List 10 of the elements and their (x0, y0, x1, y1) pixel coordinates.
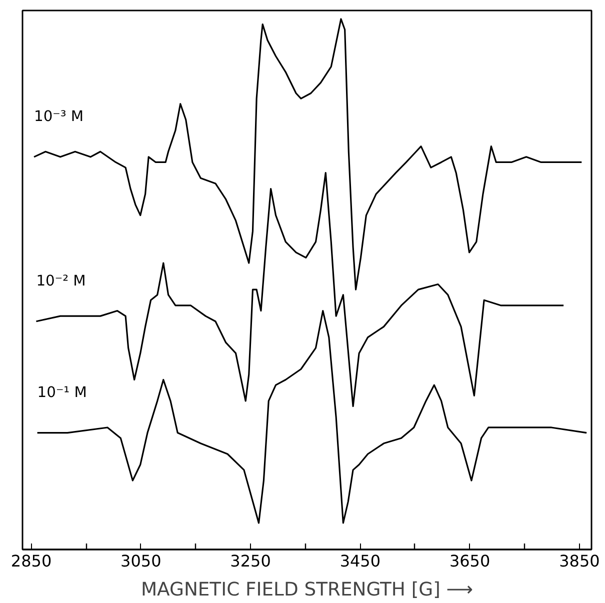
series-label: 10⁻² M (36, 272, 86, 290)
x-tick-label: 3850 (559, 552, 600, 570)
x-axis-title: MAGNETIC FIELD STRENGTH [G] ⟶ (140, 580, 474, 600)
series-label: 10⁻³ M (34, 108, 84, 126)
x-tick-label: 3450 (340, 552, 381, 570)
x-tick-label: 3050 (120, 552, 162, 570)
x-tick-label: 3250 (230, 552, 271, 570)
x-tick-label: 3650 (449, 552, 490, 570)
x-tick-label: 2850 (10, 552, 52, 570)
series-label: 10⁻¹ M (37, 384, 87, 401)
